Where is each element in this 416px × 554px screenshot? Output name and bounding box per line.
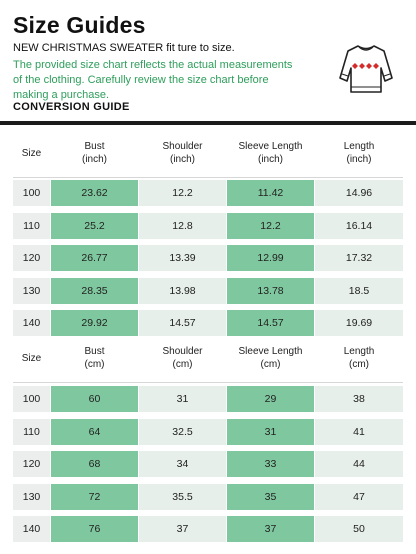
cell-sleeve: 35 xyxy=(227,483,314,510)
conversion-guide-label: CONVERSION GUIDE xyxy=(13,101,130,113)
column-header-bust: Bust (cm) xyxy=(51,336,138,380)
cell-length: 16.14 xyxy=(315,212,403,239)
cell-size: 100 xyxy=(13,386,50,412)
cell-sleeve: 31 xyxy=(227,418,314,445)
cell-shoulder: 32.5 xyxy=(139,418,226,445)
cell-bust: 76 xyxy=(51,516,138,542)
column-header-sleeve: Sleeve Length (cm) xyxy=(227,336,314,380)
cell-size: 140 xyxy=(13,310,50,336)
column-header-label: Length (cm) xyxy=(343,346,375,370)
cell-sleeve: 33 xyxy=(227,451,314,477)
cell-length: 18.5 xyxy=(315,277,403,304)
cell-length: 50 xyxy=(315,516,403,542)
column-header-bust: Bust (inch) xyxy=(51,131,138,175)
column-header-label: Shoulder (cm) xyxy=(162,346,203,370)
product-fit-note: NEW CHRISTMAS SWEATER fit ture to size. xyxy=(13,42,235,54)
cell-size: 100 xyxy=(13,180,50,206)
cell-bust: 25.2 xyxy=(51,212,138,239)
cell-shoulder: 12.2 xyxy=(139,180,226,206)
cell-sleeve: 12.2 xyxy=(227,212,314,239)
page-title: Size Guides xyxy=(13,12,146,38)
cell-shoulder: 37 xyxy=(139,516,226,542)
table-row: 100 23.62 12.2 11.42 14.96 xyxy=(0,180,416,206)
table-row: 130 72 35.5 35 47 xyxy=(0,483,416,510)
header-separator xyxy=(13,382,403,383)
column-header-label: Sleeve Length (cm) xyxy=(238,346,303,370)
column-header-label: Length (inch) xyxy=(343,141,375,165)
cell-shoulder: 35.5 xyxy=(139,483,226,510)
cell-shoulder: 12.8 xyxy=(139,212,226,239)
cell-size: 120 xyxy=(13,245,50,271)
cell-bust: 60 xyxy=(51,386,138,412)
cell-shoulder: 31 xyxy=(139,386,226,412)
column-header-length: Length (inch) xyxy=(315,131,403,175)
cell-bust: 68 xyxy=(51,451,138,477)
cell-size: 130 xyxy=(13,483,50,510)
cell-length: 17.32 xyxy=(315,245,403,271)
column-header-shoulder: Shoulder (cm) xyxy=(139,336,226,380)
cell-size: 110 xyxy=(13,418,50,445)
cell-shoulder: 13.39 xyxy=(139,245,226,271)
cell-size: 110 xyxy=(13,212,50,239)
column-header-label: Sleeve Length (inch) xyxy=(238,141,303,165)
column-header-label: Bust (cm) xyxy=(84,346,105,370)
cell-sleeve: 13.78 xyxy=(227,277,314,304)
cell-sleeve: 12.99 xyxy=(227,245,314,271)
cell-bust: 72 xyxy=(51,483,138,510)
column-header-size: Size xyxy=(13,131,50,175)
table-row: 120 26.77 13.39 12.99 17.32 xyxy=(0,245,416,271)
cell-length: 19.69 xyxy=(315,310,403,336)
cell-bust: 23.62 xyxy=(51,180,138,206)
header-separator xyxy=(13,177,403,178)
cell-bust: 26.77 xyxy=(51,245,138,271)
table-row: 130 28.35 13.98 13.78 18.5 xyxy=(0,277,416,304)
cell-sleeve: 37 xyxy=(227,516,314,542)
cell-length: 47 xyxy=(315,483,403,510)
sweater-icon xyxy=(339,45,393,93)
column-header-shoulder: Shoulder (inch) xyxy=(139,131,226,175)
table-row: 120 68 34 33 44 xyxy=(0,451,416,477)
cell-size: 120 xyxy=(13,451,50,477)
cell-shoulder: 13.98 xyxy=(139,277,226,304)
cell-bust: 29.92 xyxy=(51,310,138,336)
column-header-label: Bust (inch) xyxy=(81,141,107,165)
table-row: 140 29.92 14.57 14.57 19.69 xyxy=(0,310,416,336)
measurement-disclaimer: The provided size chart reflects the act… xyxy=(13,59,293,101)
cell-length: 41 xyxy=(315,418,403,445)
inch-table-header-row: Size Bust (inch) Shoulder (inch) Sleeve Lengt… xyxy=(0,131,416,175)
cell-bust: 64 xyxy=(51,418,138,445)
cell-length: 38 xyxy=(315,386,403,412)
cell-shoulder: 14.57 xyxy=(139,310,226,336)
column-header-length: Length (cm) xyxy=(315,336,403,380)
cm-table-header-row: Size Bust (cm) Shoulder (cm) Sleeve Length (cm… xyxy=(0,336,416,380)
table-row: 110 64 32.5 31 41 xyxy=(0,418,416,445)
column-header-label: Size xyxy=(21,147,42,159)
column-header-label: Shoulder (inch) xyxy=(162,141,203,165)
cell-length: 14.96 xyxy=(315,180,403,206)
cell-bust: 28.35 xyxy=(51,277,138,304)
table-row: 140 76 37 37 50 xyxy=(0,516,416,542)
table-row: 100 60 31 29 38 xyxy=(0,386,416,412)
header-divider xyxy=(0,121,416,125)
cell-sleeve: 11.42 xyxy=(227,180,314,206)
column-header-size: Size xyxy=(13,336,50,380)
cell-sleeve: 29 xyxy=(227,386,314,412)
cell-size: 130 xyxy=(13,277,50,304)
cell-shoulder: 34 xyxy=(139,451,226,477)
cell-length: 44 xyxy=(315,451,403,477)
column-header-label: Size xyxy=(21,352,42,364)
cell-sleeve: 14.57 xyxy=(227,310,314,336)
table-row: 110 25.2 12.8 12.2 16.14 xyxy=(0,212,416,239)
column-header-sleeve: Sleeve Length (inch) xyxy=(227,131,314,175)
cell-size: 140 xyxy=(13,516,50,542)
